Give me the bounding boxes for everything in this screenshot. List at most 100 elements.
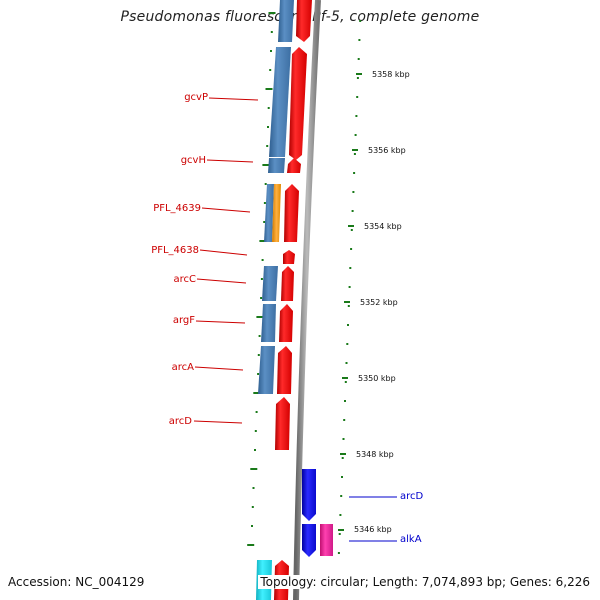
genome-backbone — [293, 0, 321, 600]
ring-dot — [353, 153, 356, 155]
ring-dot — [267, 126, 269, 128]
scale-labels: 5358 kbp 5356 kbp 5354 kbp 5352 kbp 5350… — [354, 70, 410, 534]
ring-dot — [254, 449, 256, 451]
ring-dot — [268, 12, 276, 14]
ring-dot — [251, 506, 254, 508]
feature-track-left — [256, 0, 294, 600]
feature-arcC-red[interactable] — [281, 266, 294, 301]
feature-argF-steelblue[interactable] — [261, 304, 276, 342]
feature-red[interactable] — [296, 0, 312, 42]
feature-gcvH-steelblue[interactable] — [268, 158, 285, 173]
gene-label[interactable]: PFL_4638 — [151, 245, 199, 256]
feature-alkA-blue[interactable] — [302, 524, 316, 557]
gene-leader-lines-left — [193, 97, 259, 424]
ring-dot — [359, 20, 362, 22]
scale-label: 5358 kbp — [372, 70, 410, 79]
scale-label: 5352 kbp — [360, 298, 398, 307]
feature-steelblue[interactable] — [278, 0, 294, 42]
feature-gcvP-steelblue[interactable] — [269, 47, 291, 157]
ring-dot — [247, 544, 255, 546]
ring-dot — [269, 69, 272, 71]
gene-labels-right: arcD alkA — [400, 491, 424, 545]
gene-labels-left: gcvP gcvH PFL_4639 PFL_4638 arcC argF ar… — [151, 92, 208, 427]
scale-label: 5348 kbp — [356, 450, 394, 459]
feature-arcD-red[interactable] — [275, 397, 290, 450]
scale-label: 5356 kbp — [368, 146, 406, 155]
ring-dot — [253, 392, 261, 394]
ring-dot — [256, 316, 264, 318]
gene-label[interactable]: gcvH — [181, 155, 206, 166]
ring-dot — [344, 381, 347, 383]
feature-PFL4639-red[interactable] — [284, 184, 299, 242]
feature-argF-red[interactable] — [279, 304, 293, 342]
scale-label: 5346 kbp — [354, 525, 392, 534]
scale-ticks — [338, 73, 362, 531]
ring-dot — [351, 210, 354, 212]
gene-label[interactable]: arcC — [174, 274, 197, 285]
feature-PFL4639-steelblue[interactable] — [264, 184, 274, 242]
ring-dot — [270, 31, 273, 33]
feature-magenta[interactable] — [320, 524, 333, 556]
gene-leader-lines-right — [349, 496, 397, 542]
ring-dot — [260, 297, 263, 299]
ring-dot — [346, 343, 349, 345]
outer-dotted-ring-right — [337, 20, 362, 554]
ring-dot — [262, 164, 270, 166]
ring-dot — [250, 468, 258, 470]
gene-label[interactable]: alkA — [400, 534, 422, 545]
feature-PFL4639-orange[interactable] — [272, 184, 281, 242]
scale-label: 5354 kbp — [364, 222, 402, 231]
ring-dot — [345, 362, 348, 364]
ring-dot — [340, 495, 343, 497]
ring-dot — [251, 525, 253, 527]
ring-dot — [270, 50, 272, 52]
ring-dot — [342, 438, 345, 440]
ring-dot — [358, 39, 361, 41]
feature-gcvH-red[interactable] — [287, 158, 301, 173]
scale-label: 5350 kbp — [358, 374, 396, 383]
feature-arcD-blue[interactable] — [302, 469, 316, 521]
feature-arcA-steelblue[interactable] — [258, 346, 275, 394]
gene-label[interactable]: gcvP — [184, 92, 208, 103]
ring-dot — [266, 145, 269, 147]
feature-PFL4638-red[interactable] — [283, 250, 295, 264]
ring-dot — [341, 476, 343, 478]
ring-dot — [263, 202, 266, 204]
ring-dot — [357, 58, 360, 60]
ring-dot — [259, 240, 267, 242]
ring-dot — [356, 96, 359, 98]
ring-dot — [258, 335, 261, 337]
feature-gcvP-red[interactable] — [289, 47, 307, 160]
ring-dot — [343, 419, 346, 421]
ring-dot — [348, 286, 351, 288]
ring-dot — [265, 88, 273, 90]
ring-dot — [261, 259, 264, 261]
ring-dot — [252, 487, 255, 489]
gene-label[interactable]: arcD — [169, 416, 193, 427]
ring-dot — [350, 229, 353, 231]
ring-dot — [267, 107, 270, 109]
gene-label[interactable]: PFL_4639 — [153, 203, 201, 214]
feature-arcA-red[interactable] — [277, 346, 292, 394]
ring-dot — [264, 183, 267, 185]
ring-dot — [352, 191, 355, 193]
feature-track-right — [302, 469, 333, 557]
ring-dot — [353, 172, 356, 174]
gene-label[interactable]: arcA — [172, 362, 195, 373]
accession-label: Accession: NC_004129 — [8, 575, 145, 589]
feature-arcC-steelblue[interactable] — [262, 266, 278, 301]
ring-dot — [254, 430, 257, 432]
gene-label[interactable]: argF — [173, 315, 195, 326]
ring-dot — [260, 278, 263, 280]
ring-dot — [341, 457, 344, 459]
ring-dot — [339, 514, 342, 516]
gene-label[interactable]: arcD — [400, 491, 424, 502]
ring-dot — [337, 552, 340, 554]
ring-dot — [338, 533, 341, 535]
ring-dot — [350, 248, 353, 250]
ring-dot — [344, 400, 346, 402]
ring-dot — [255, 411, 258, 413]
genome-summary: Topology: circular; Length: 7,074,893 bp… — [258, 575, 590, 589]
ring-dot — [257, 373, 260, 375]
